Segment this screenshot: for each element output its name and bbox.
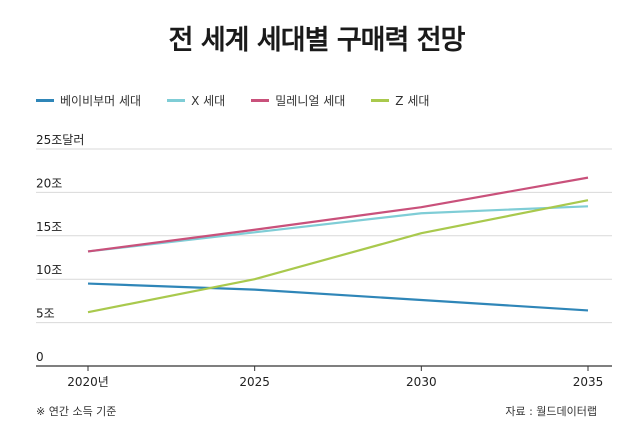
- grid-layer: [36, 148, 612, 371]
- series-layer: [87, 176, 589, 314]
- y-tick-label: 25조달러: [36, 133, 84, 147]
- series-line-2: [87, 176, 589, 253]
- legend-item-millennials: 밀레니얼 세대: [251, 92, 345, 109]
- x-tick-label: 2030: [406, 375, 437, 389]
- legend-item-gen-x: X 세대: [167, 92, 225, 109]
- tick-layer: 0 5조 10조 15조 20조 25조달러 2020년 2025 2030 2035: [36, 133, 603, 389]
- legend-swatch-millennials: [251, 99, 270, 102]
- footnote: ※ 연간 소득 기준: [36, 405, 117, 418]
- x-tick-label: 2020년: [67, 375, 109, 389]
- legend-label-boomers: 베이비부머 세대: [60, 94, 142, 108]
- legend-label-gen-z: Z 세대: [395, 94, 430, 108]
- legend-item-gen-z: Z 세대: [371, 92, 429, 109]
- legend-label-gen-x: X 세대: [191, 94, 226, 108]
- y-tick-label: 5조: [36, 307, 55, 321]
- series-line-1: [87, 205, 589, 253]
- chart-legend: 베이비부머 세대 X 세대 밀레니얼 세대 Z 세대: [36, 92, 455, 109]
- x-tick-label: 2035: [573, 375, 604, 389]
- chart-title: 전 세계 세대별 구매력 전망: [168, 25, 466, 56]
- y-tick-label: 0: [36, 350, 44, 364]
- legend-swatch-gen-z: [371, 99, 390, 102]
- y-tick-label: 20조: [36, 176, 62, 190]
- source-credit: 자료 : 월드데이터랩: [505, 405, 597, 418]
- x-tick-label: 2025: [239, 375, 270, 389]
- series-line-0: [87, 282, 589, 312]
- legend-item-boomers: 베이비부머 세대: [36, 92, 141, 109]
- y-tick-label: 10조: [36, 263, 62, 277]
- series-line-3: [87, 199, 589, 314]
- y-tick-label: 15조: [36, 220, 62, 234]
- legend-swatch-gen-x: [167, 99, 186, 102]
- legend-swatch-boomers: [36, 99, 54, 102]
- legend-label-millennials: 밀레니얼 세대: [275, 94, 346, 108]
